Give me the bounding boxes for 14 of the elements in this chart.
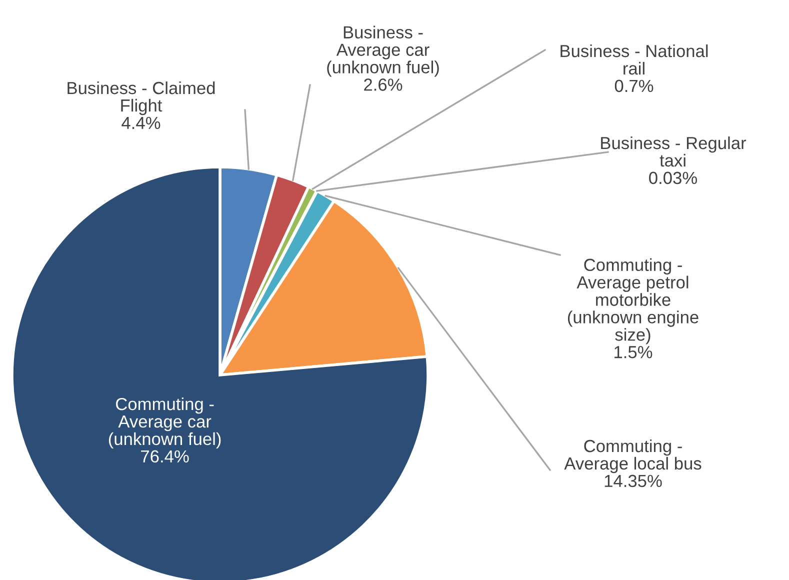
data-label: 4.4% <box>122 116 160 130</box>
slice-label: Business - Regular taxi <box>601 136 746 167</box>
slice-label: Commuting - Average car (unknown fuel) <box>108 397 221 449</box>
slice-label: Commuting - Average petrol motorbike (unknown engine size) <box>568 258 698 344</box>
slice-label: Commuting - Average local bus <box>564 439 702 474</box>
data-label: 76.4% <box>141 450 189 463</box>
data-label: 2.6% <box>364 78 402 91</box>
data-label: 1.5% <box>614 346 652 358</box>
data-label: 0.7% <box>614 80 654 92</box>
data-label: 0.03% <box>649 172 697 184</box>
data-label: 14.35% <box>604 474 662 488</box>
slice-label: Business - Average car (unknown fuel) <box>327 26 439 77</box>
slice-label: Business - National rail <box>560 44 708 75</box>
slice-label: Business - Claimed Flight <box>68 81 215 116</box>
